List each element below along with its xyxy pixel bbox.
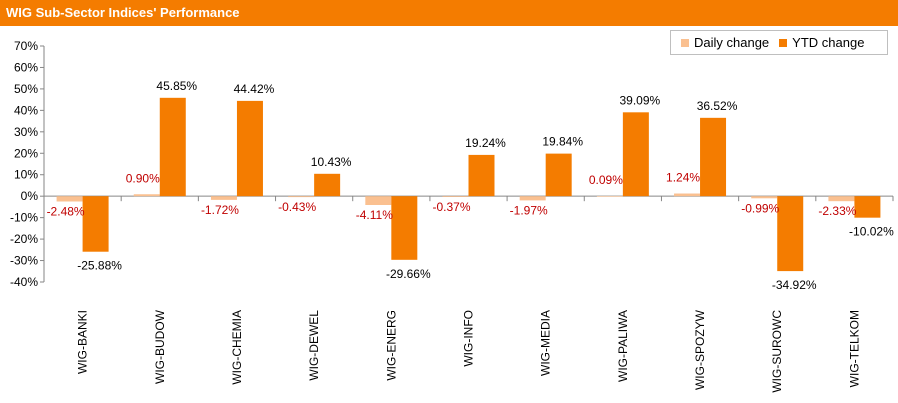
data-label-daily: 0.90%: [126, 171, 160, 185]
legend-label-daily: Daily change: [694, 35, 770, 50]
data-label-ytd: 45.85%: [156, 79, 197, 93]
bar-ytd-change: [622, 112, 649, 197]
bar-ytd-change: [545, 153, 572, 197]
bar-daily-change: [56, 196, 83, 202]
bar-ytd-change: [82, 196, 109, 252]
data-label-ytd: -29.66%: [386, 267, 431, 281]
bar-daily-change: [596, 195, 623, 197]
y-tick-label: -30%: [10, 254, 38, 268]
y-tick-label: 60%: [14, 60, 38, 74]
bar-daily-change: [365, 196, 392, 205]
bar-ytd-change: [777, 196, 804, 272]
legend-swatch-daily: [681, 38, 689, 47]
bar-ytd-change: [159, 97, 186, 197]
data-label-daily: -0.99%: [741, 201, 779, 215]
legend-item-ytd: YTD change: [779, 35, 864, 50]
data-label-ytd: 39.09%: [620, 93, 661, 107]
bar-daily-change: [288, 196, 315, 198]
legend-swatch-ytd: [779, 38, 788, 47]
y-tick-label: 40%: [14, 103, 38, 117]
data-label-ytd: -25.88%: [77, 259, 122, 273]
bar-ytd-change: [236, 100, 263, 197]
data-label-ytd: 19.84%: [542, 135, 583, 149]
bar-daily-change: [674, 193, 701, 197]
data-label-ytd: 44.42%: [234, 82, 275, 96]
bar-ytd-change: [468, 154, 495, 197]
x-category-label: WIG-CHEMIA: [230, 310, 244, 385]
chart-title: WIG Sub-Sector Indices' Performance: [0, 0, 898, 26]
x-category-label: WIG-INFO: [462, 310, 476, 367]
data-label-ytd: -10.02%: [849, 225, 894, 239]
y-tick-label: 70%: [14, 39, 38, 53]
data-label-ytd: -34.92%: [772, 278, 817, 292]
bar-daily-change: [442, 196, 469, 197]
bar-ytd-change: [700, 117, 727, 197]
y-tick-label: -20%: [10, 232, 38, 246]
y-tick-label: 10%: [14, 168, 38, 182]
bar-daily-change: [210, 196, 237, 200]
data-label-daily: -2.33%: [818, 204, 856, 218]
bar-daily-change: [828, 196, 855, 202]
x-category-label: WIG-SPOZYW: [693, 309, 707, 390]
x-category-label: WIG-SUROWC: [770, 310, 784, 393]
data-label-ytd: 10.43%: [311, 155, 352, 169]
legend-label-ytd: YTD change: [792, 35, 865, 50]
data-label-daily: -1.97%: [510, 203, 548, 217]
data-label-daily: -0.37%: [432, 200, 470, 214]
data-label-ytd: 36.52%: [697, 99, 738, 113]
y-tick-label: -10%: [10, 211, 38, 225]
y-tick-label: 30%: [14, 125, 38, 139]
x-category-label: WIG-BUDOW: [153, 309, 167, 384]
bar-daily-change: [519, 196, 546, 201]
data-label-daily: 0.09%: [589, 173, 623, 187]
y-tick-label: -40%: [10, 275, 38, 289]
y-tick-label: 20%: [14, 146, 38, 160]
chart-legend: Daily change YTD change: [670, 30, 888, 55]
x-category-label: WIG-ENERG: [384, 310, 398, 381]
y-tick-label: 0%: [21, 189, 39, 203]
x-category-label: WIG-BANKI: [76, 310, 90, 374]
x-category-label: WIG-MEDIA: [539, 310, 553, 376]
data-label-ytd: 19.24%: [465, 136, 506, 150]
legend-item-daily: Daily change: [681, 35, 769, 50]
bar-ytd-change: [854, 196, 881, 218]
data-label-daily: -1.72%: [201, 203, 239, 217]
bar-ytd-change: [314, 173, 341, 197]
data-label-daily: 1.24%: [666, 171, 700, 185]
data-label-daily: -2.48%: [47, 205, 85, 219]
bar-chart: 70% 60% 50% 40% 30% 20% 10% 0% -10% -20% -30% -40% -…: [10, 39, 894, 393]
data-label-daily: -4.11%: [356, 208, 393, 222]
x-category-label: WIG-PALIWA: [616, 310, 630, 382]
bar-daily-change: [133, 194, 160, 197]
data-label-daily: -0.43%: [278, 200, 316, 214]
bar-daily-change: [751, 196, 778, 199]
x-category-label: WIG-TELKOM: [847, 310, 861, 387]
y-tick-label: 50%: [14, 82, 38, 96]
bar-ytd-change: [391, 196, 418, 260]
x-category-label: WIG-DEWEL: [307, 310, 321, 381]
